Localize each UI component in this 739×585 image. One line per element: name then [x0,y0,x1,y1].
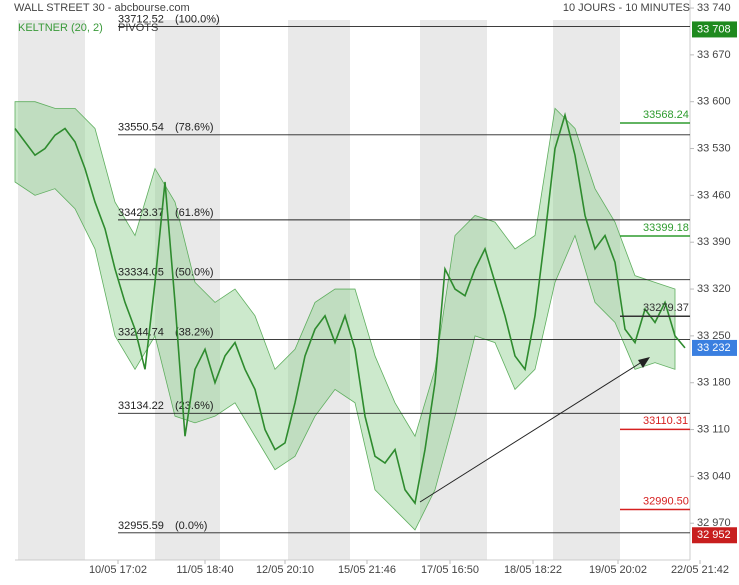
y-tick-label: 33 250 [697,330,731,342]
pivot-label: 33399.18 [643,222,689,234]
pivot-label: 33110.31 [643,415,688,427]
subtitle: 10 JOURS - 10 MINUTES [563,2,690,14]
x-tick-label: 15/05 21:46 [338,564,396,576]
price-badge [692,339,737,356]
fib-value: 33134.22 [118,400,164,412]
y-tick-label: 33 110 [697,423,730,435]
x-tick-label: 18/05 18:22 [504,564,562,576]
pivots-label: PIVOTS [118,22,158,34]
fib-value: 33712.52 [118,13,164,25]
y-tick-label: 33 600 [697,96,731,108]
price-badge-label: 33 708 [697,23,731,35]
y-tick-label: 33 530 [697,142,731,154]
x-tick-label: 11/05 18:40 [176,564,233,576]
arrow-head [638,357,650,368]
y-tick-label: 33 460 [697,189,731,201]
fib-value: 33334.05 [118,267,164,279]
title: WALL STREET 30 - abcbourse.com [14,2,190,14]
x-tick-label: 12/05 20:10 [256,564,314,576]
y-tick-label: 32 970 [697,517,731,529]
session-shading [18,20,620,560]
fib-pct: (100.0%) [175,13,220,25]
fib-pct: (0.0%) [175,520,207,532]
fib-value: 33244.74 [118,326,164,338]
price-badge [692,527,737,544]
pivot-label: 32990.50 [643,495,689,507]
x-tick-label: 22/05 21:42 [671,564,729,576]
x-tick-label: 19/05 20:02 [589,564,647,576]
y-tick-label: 33 320 [697,283,731,295]
fib-value: 33423.37 [118,207,164,219]
pivot-label: 33568.24 [643,109,689,121]
fib-pct: (78.6%) [175,122,214,134]
y-tick-label: 33 390 [697,236,731,248]
price-badge-label: 32 952 [697,529,731,541]
price-line [14,112,686,506]
fib-pct: (50.0%) [175,267,214,279]
fib-pct: (38.2%) [175,326,214,338]
y-tick-label: 33 040 [697,470,731,482]
y-tick-label: 33 670 [697,49,731,61]
fib-pct: (61.8%) [175,207,214,219]
y-tick-label: 33 180 [697,377,731,389]
price-badge-label: 33 232 [697,342,731,354]
fib-value: 32955.59 [118,520,164,532]
y-tick-label: 33 740 [697,2,731,14]
trend-arrow [419,359,646,503]
x-tick-label: 10/05 17:02 [89,564,147,576]
x-tick-label: 17/05 16:50 [421,564,479,576]
fib-value: 33550.54 [118,122,164,134]
pivot-label: 33279.37 [643,302,689,314]
indicator-label: KELTNER (20, 2) [18,22,103,34]
fib-pct: (23.6%) [175,400,214,412]
price-badge [692,21,737,38]
